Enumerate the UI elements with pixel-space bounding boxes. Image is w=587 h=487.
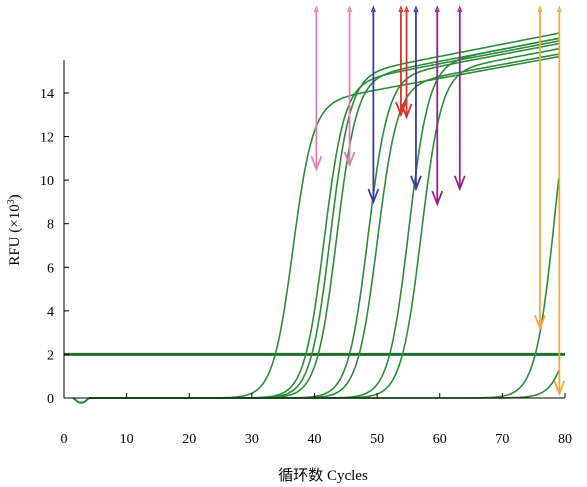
y-axis-label-sup: 3	[6, 199, 17, 204]
x-tick-label: 10	[120, 432, 134, 447]
y-tick-label: 6	[47, 261, 54, 276]
x-tick-label: 60	[433, 432, 447, 447]
amplification-curve	[72, 178, 560, 404]
marker-arrow	[367, 5, 380, 205]
y-tick-label: 12	[40, 131, 54, 146]
x-tick-label: 30	[245, 432, 259, 447]
x-axis-label: 循环数 Cycles	[278, 467, 368, 484]
y-tick-label: 2	[47, 348, 54, 363]
marker-arrow	[343, 5, 356, 168]
marker-arrow	[431, 5, 444, 207]
x-tick-label: 0	[61, 432, 68, 447]
y-axis-label-close: )	[7, 194, 23, 199]
x-tick-label: 40	[308, 432, 322, 447]
marker-arrow	[400, 5, 413, 120]
y-axis-label-main: RFU (×10	[7, 204, 23, 265]
ticks-layer: 0 10 20 30 40 50 60 70 80 0 2 4 6 8 10 12 14	[40, 87, 572, 447]
y-tick-label: 14	[40, 87, 54, 102]
marker-arrow	[410, 5, 422, 192]
x-tick-label: 80	[558, 432, 572, 447]
marker-arrow	[553, 5, 566, 397]
marker-arrow	[453, 5, 466, 192]
y-tick-label: 8	[47, 218, 54, 233]
marker-arrow	[534, 5, 546, 331]
y-tick-label: 0	[47, 392, 54, 407]
marker-arrow	[395, 5, 407, 118]
y-tick-label: 10	[40, 174, 54, 189]
marker-arrow	[310, 5, 323, 172]
axes-layer	[63, 60, 565, 399]
x-tick-label: 70	[495, 432, 509, 447]
x-tick-label: 50	[370, 432, 384, 447]
x-tick-label: 20	[182, 432, 196, 447]
y-axis-label: RFU (×103)	[6, 194, 24, 265]
y-tick-label: 4	[47, 305, 54, 320]
arrows-layer	[310, 5, 566, 397]
